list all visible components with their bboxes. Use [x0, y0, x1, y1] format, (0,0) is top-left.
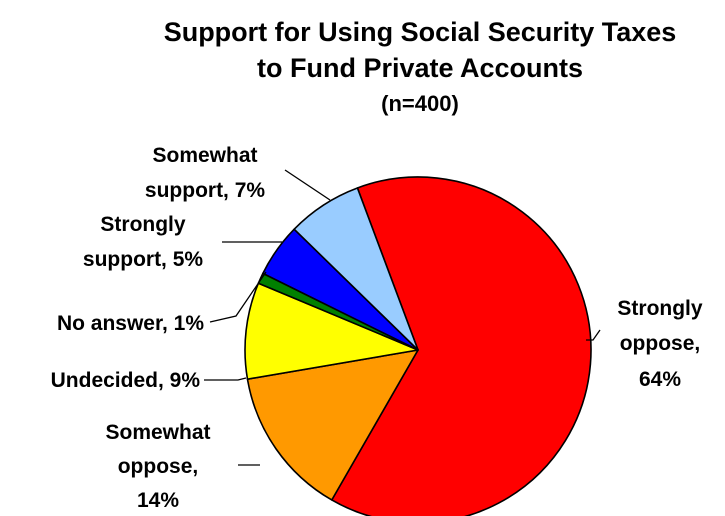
pie-slice-somewhat-support	[293, 187, 419, 351]
slice-label-somewhat-support: Somewhat	[152, 144, 257, 167]
pie-slice-somewhat-oppose	[246, 349, 419, 501]
leader-line-strongly-oppose	[586, 329, 601, 341]
slice-label-strongly-oppose: oppose,	[620, 332, 701, 355]
slice-label-strongly-oppose: Strongly	[617, 297, 702, 320]
leader-line-no-answer	[209, 271, 267, 323]
slice-label-somewhat-oppose: oppose,	[118, 455, 199, 478]
slice-label-strongly-oppose: 64%	[639, 368, 681, 391]
slice-label-somewhat-oppose: Somewhat	[105, 421, 210, 444]
slice-label-no-answer: No answer, 1%	[57, 312, 204, 335]
slice-label-somewhat-oppose: 14%	[137, 489, 179, 512]
slice-label-strongly-support: Strongly	[100, 213, 185, 236]
slice-label-strongly-support: support, 5%	[83, 248, 204, 271]
leader-line-undecided	[204, 377, 247, 381]
slice-label-undecided: Undecided, 9%	[51, 369, 201, 392]
pie-slice-strongly-oppose	[330, 176, 592, 516]
chart-subtitle: (n=400)	[381, 91, 459, 116]
chart-title-line-1: Support for Using Social Security Taxes	[163, 17, 677, 47]
chart-title-line-2: to Fund Private Accounts	[256, 53, 584, 83]
slice-label-somewhat-support: support, 7%	[145, 179, 266, 202]
leader-line-somewhat-support	[284, 169, 331, 201]
